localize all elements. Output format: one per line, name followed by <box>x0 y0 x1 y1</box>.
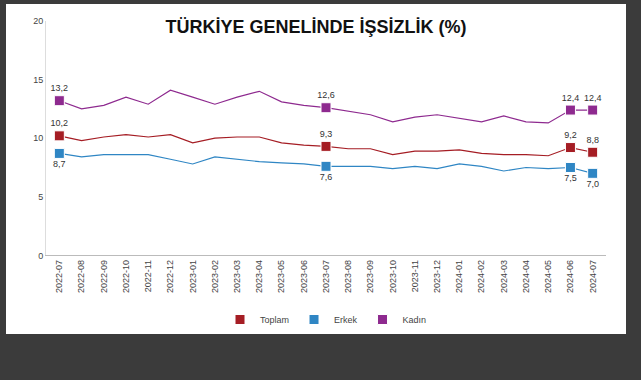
svg-text:2022-12: 2022-12 <box>165 260 175 293</box>
svg-text:2024-05: 2024-05 <box>543 260 553 293</box>
svg-text:TÜRKİYE GENELİNDE İŞSİZLİK (%): TÜRKİYE GENELİNDE İŞSİZLİK (%) <box>165 17 466 37</box>
svg-text:2024-02: 2024-02 <box>476 260 486 293</box>
svg-text:2022-07: 2022-07 <box>54 260 64 293</box>
svg-text:2023-10: 2023-10 <box>388 260 398 293</box>
svg-text:12,4: 12,4 <box>562 93 580 103</box>
svg-text:0: 0 <box>38 251 43 261</box>
svg-text:12,6: 12,6 <box>317 90 335 100</box>
svg-text:Kadın: Kadın <box>403 315 427 325</box>
svg-text:2024-06: 2024-06 <box>565 260 575 293</box>
svg-text:2022-11: 2022-11 <box>143 260 153 292</box>
svg-text:2023-07: 2023-07 <box>321 260 331 293</box>
svg-text:10: 10 <box>33 133 43 143</box>
svg-text:2023-08: 2023-08 <box>343 260 353 293</box>
svg-text:2024-07: 2024-07 <box>588 260 598 293</box>
svg-text:12,4: 12,4 <box>584 93 602 103</box>
svg-text:9,2: 9,2 <box>564 130 577 140</box>
svg-text:2023-06: 2023-06 <box>299 260 309 293</box>
svg-text:2024-01: 2024-01 <box>454 260 464 293</box>
svg-text:Toplam: Toplam <box>260 315 289 325</box>
svg-text:20: 20 <box>33 16 43 26</box>
svg-text:10,2: 10,2 <box>51 118 69 128</box>
svg-text:2023-04: 2023-04 <box>254 260 264 293</box>
svg-text:5: 5 <box>38 192 43 202</box>
svg-text:2023-02: 2023-02 <box>210 260 220 293</box>
svg-text:2023-11: 2023-11 <box>410 260 420 292</box>
svg-text:13,2: 13,2 <box>51 83 69 93</box>
svg-text:2024-04: 2024-04 <box>521 260 531 293</box>
svg-text:2023-03: 2023-03 <box>232 260 242 293</box>
svg-text:8,8: 8,8 <box>586 135 599 145</box>
svg-text:7,5: 7,5 <box>564 173 577 183</box>
svg-text:15: 15 <box>33 75 43 85</box>
svg-text:2022-08: 2022-08 <box>76 260 86 293</box>
svg-text:Erkek: Erkek <box>334 315 358 325</box>
svg-text:2023-12: 2023-12 <box>432 260 442 293</box>
svg-text:2023-01: 2023-01 <box>188 260 198 293</box>
svg-text:9,3: 9,3 <box>320 129 333 139</box>
svg-text:2023-05: 2023-05 <box>276 260 286 293</box>
svg-text:7,0: 7,0 <box>586 179 599 189</box>
svg-text:2022-09: 2022-09 <box>99 260 109 293</box>
svg-text:7,6: 7,6 <box>320 172 333 182</box>
svg-text:2022-10: 2022-10 <box>121 260 131 293</box>
svg-text:2023-09: 2023-09 <box>365 260 375 293</box>
svg-text:2024-03: 2024-03 <box>499 260 509 293</box>
svg-text:8,7: 8,7 <box>53 159 66 169</box>
